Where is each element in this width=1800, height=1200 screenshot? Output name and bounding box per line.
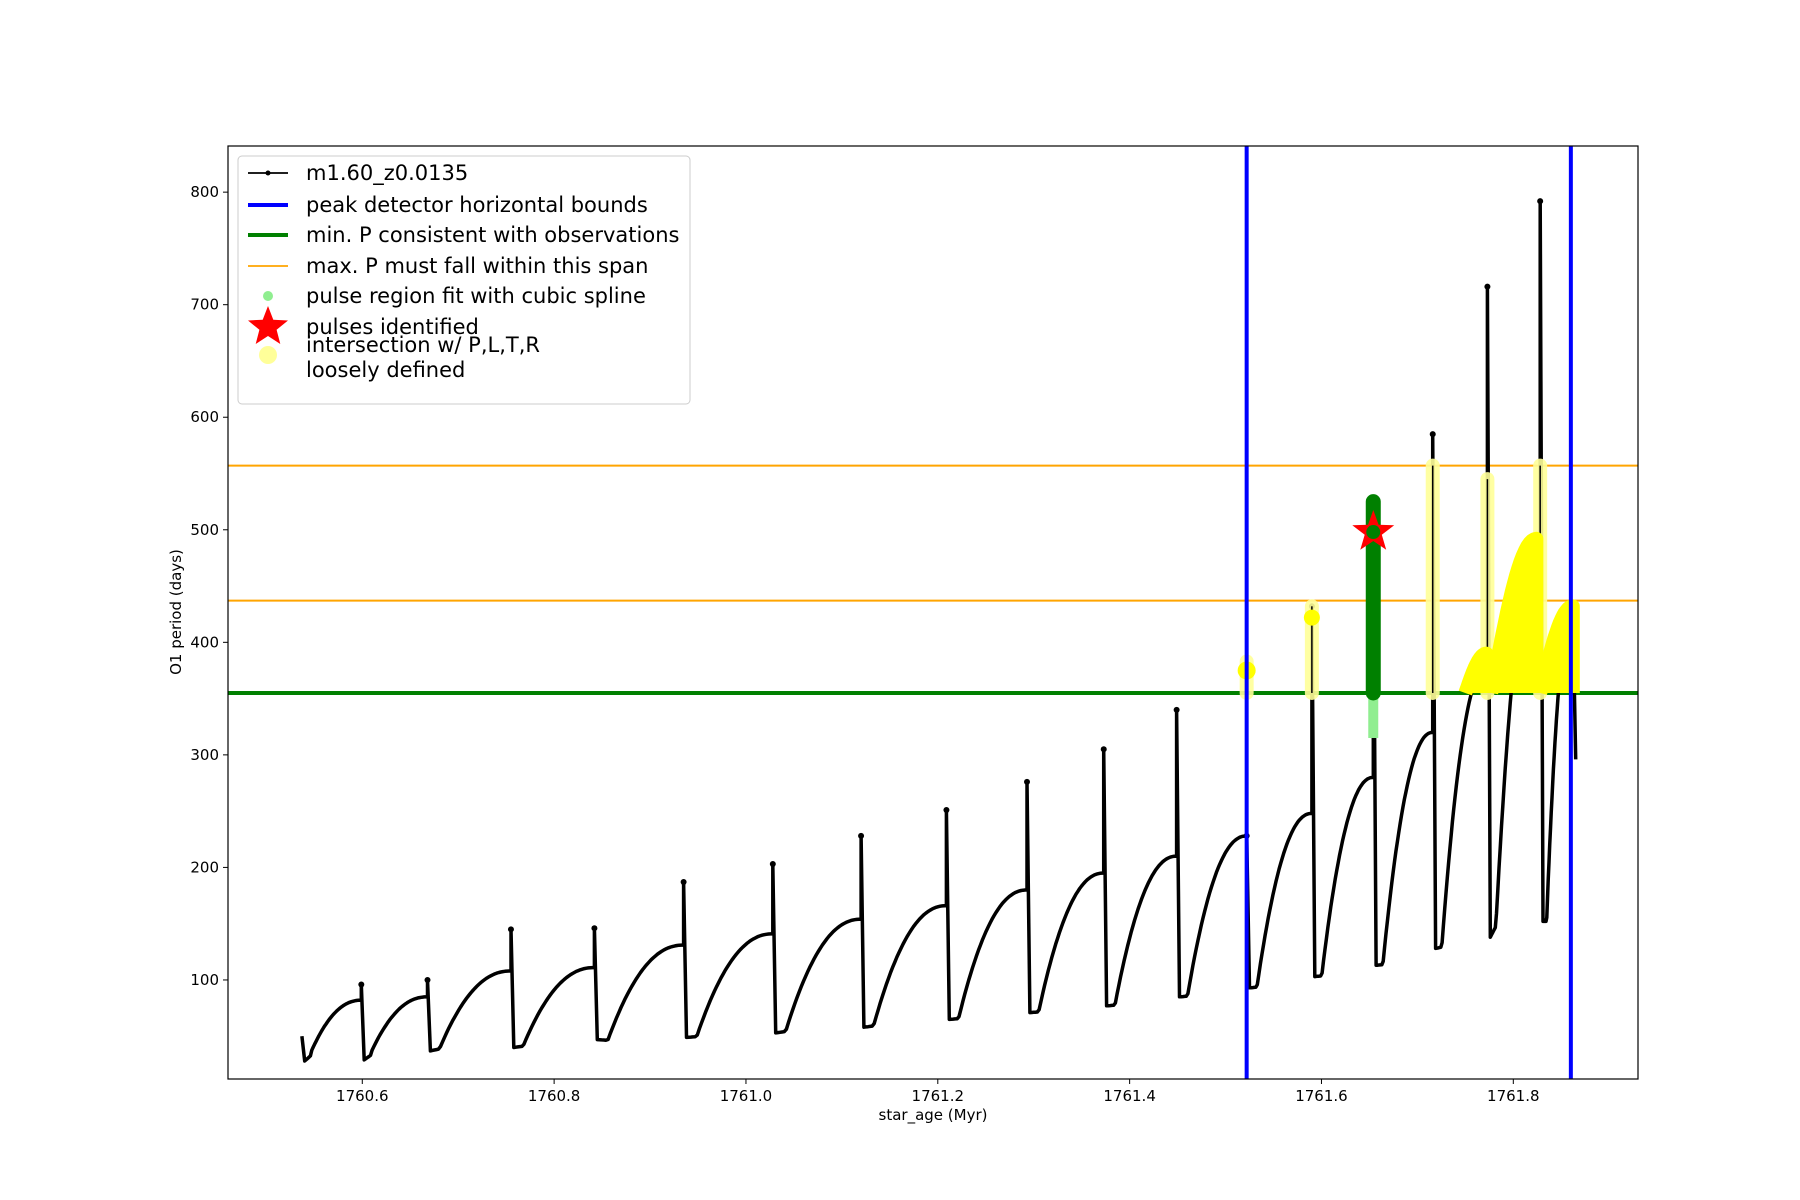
series-peak-point bbox=[507, 926, 514, 933]
legend-marker bbox=[248, 306, 288, 344]
plot-frame bbox=[227, 145, 1639, 1080]
x-tick-label: 1761.4 bbox=[1103, 1087, 1156, 1105]
x-axis-label: star_age (Myr) bbox=[879, 1106, 988, 1125]
legend-label: intersection w/ P,L,T,R bbox=[306, 333, 540, 357]
series-peak-point bbox=[1173, 706, 1180, 713]
series-peak-point bbox=[943, 807, 950, 814]
intersection-arc bbox=[1458, 646, 1494, 697]
legend-label: min. P consistent with observations bbox=[306, 223, 679, 247]
legend-label: pulse region fit with cubic spline bbox=[306, 284, 646, 308]
y-tick-label: 800 bbox=[190, 183, 219, 201]
x-tick-label: 1761.2 bbox=[912, 1087, 965, 1105]
data-layer bbox=[228, 146, 1638, 1079]
intersection-blob bbox=[1303, 609, 1320, 626]
legend-label: loosely defined bbox=[306, 358, 465, 382]
series-peak-point bbox=[591, 925, 598, 932]
series-peak-point bbox=[1100, 746, 1107, 753]
series-peak-point bbox=[1429, 431, 1436, 438]
x-tick-label: 1760.6 bbox=[336, 1087, 389, 1105]
series-peak-point bbox=[358, 981, 365, 988]
legend-label: pulses identified bbox=[306, 315, 479, 339]
y-tick-label: 300 bbox=[190, 746, 219, 764]
x-tick-label: 1760.8 bbox=[528, 1087, 581, 1105]
series-peak-point bbox=[1484, 283, 1491, 290]
legend-label: peak detector horizontal bounds bbox=[306, 193, 648, 217]
legend-marker bbox=[259, 346, 277, 364]
y-tick-label: 100 bbox=[190, 971, 219, 989]
intersection-arc bbox=[1533, 599, 1580, 695]
y-tick-label: 400 bbox=[190, 633, 219, 651]
series-peak-point bbox=[1024, 778, 1030, 785]
series-peak-point bbox=[1537, 198, 1544, 205]
series-peak-point bbox=[680, 879, 687, 886]
legend-label: max. P must fall within this span bbox=[306, 254, 648, 278]
legend-box bbox=[237, 155, 691, 405]
legend-marker-dot bbox=[265, 170, 271, 176]
y-tick-label: 600 bbox=[190, 408, 219, 426]
x-tick-label: 1761.8 bbox=[1487, 1087, 1540, 1105]
y-tick-label: 200 bbox=[190, 858, 219, 876]
y-tick-label: 700 bbox=[190, 296, 219, 314]
pulse-star-center bbox=[1366, 525, 1381, 540]
x-tick-label: 1761.6 bbox=[1295, 1087, 1348, 1105]
y-axis-label: O1 period (days) bbox=[167, 549, 185, 675]
axis-ticks: 1760.6 1760.8 1761.0 1761.2 1761.4 1761.6 1761… bbox=[190, 183, 1539, 1105]
y-tick-label: 500 bbox=[190, 521, 219, 539]
legend-label: m1.60_z0.0135 bbox=[306, 161, 468, 186]
series-peak-point bbox=[858, 832, 865, 839]
intersection-arc bbox=[1484, 531, 1544, 695]
series-peak-point bbox=[424, 976, 431, 983]
legend-marker bbox=[263, 291, 273, 301]
x-tick-label: 1761.0 bbox=[720, 1087, 773, 1105]
series-peak-point bbox=[769, 861, 776, 868]
